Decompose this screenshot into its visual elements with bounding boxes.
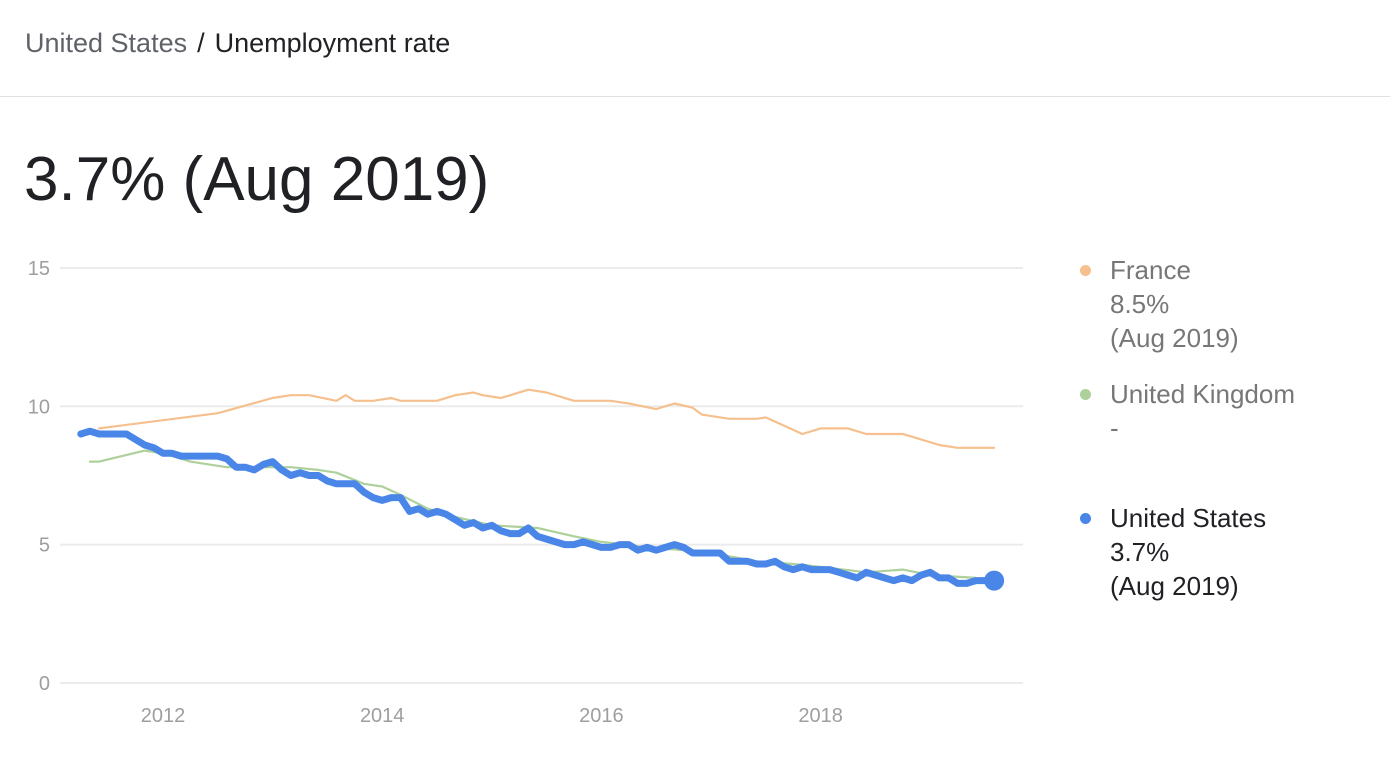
y-tick-label: 0 [39,673,50,695]
line-france [98,388,996,449]
header-divider [0,96,1390,97]
x-tick-label: 2018 [798,705,843,727]
us-latest-point [984,570,1005,591]
x-tick-label: 2014 [360,705,405,727]
legend-item-united-kingdom[interactable]: United Kingdom - [1080,377,1295,445]
legend-us-date: (Aug 2019) [1110,571,1239,601]
line-united-kingdom [88,449,977,579]
legend-us-name: United States [1110,503,1267,533]
legend-france-value: 8.5% [1110,289,1170,319]
uk-dot-icon [1080,389,1091,400]
x-tick-label: 2012 [141,705,186,727]
breadcrumb-separator: / [197,28,205,58]
x-tick-label: 2016 [579,705,624,727]
legend-us-value: 3.7% [1110,537,1170,567]
y-tick-label: 5 [39,535,50,557]
breadcrumb-metric: Unemployment rate [214,28,451,58]
line-united-states [77,427,998,587]
us-dot-icon [1080,513,1091,524]
headline-value: 3.7% (Aug 2019) [24,145,490,214]
breadcrumb-country-link[interactable]: United States [25,28,188,58]
legend-item-france[interactable]: France 8.5% (Aug 2019) [1080,253,1239,355]
legend-item-united-states[interactable]: United States 3.7% (Aug 2019) [1080,501,1266,603]
legend-uk-value: - [1110,413,1119,443]
legend-france-date: (Aug 2019) [1110,323,1239,353]
legend-uk-name: United Kingdom [1110,379,1295,409]
legend-france-name: France [1110,255,1191,285]
y-tick-label: 10 [28,396,50,418]
france-dot-icon [1080,265,1091,276]
breadcrumb: United States / Unemployment rate [25,28,450,59]
y-tick-label: 15 [28,258,50,280]
